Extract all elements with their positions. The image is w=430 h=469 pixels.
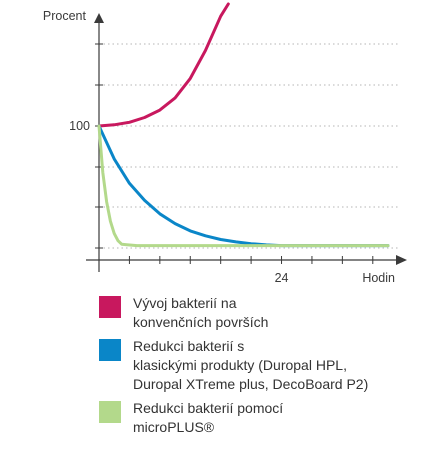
legend-label-line: konvenčních površích <box>133 314 269 330</box>
legend-swatch <box>99 296 121 318</box>
series-line-microplus <box>97 124 390 248</box>
legend-item-classic: Redukci bakterií s klasickými produkty (… <box>99 337 427 394</box>
x-tick-label: 24 <box>275 271 289 285</box>
legend-label-line: microPLUS® <box>133 419 215 435</box>
legend-label-line: Duropal XTreme plus, DecoBoard P2) <box>133 376 369 392</box>
legend-label-line: klasickými produkty (Duropal HPL, <box>133 357 347 373</box>
x-axis-label: Hodin <box>362 271 395 285</box>
chart: Procent 100 24 Hodin <box>43 2 407 285</box>
legend-item-conventional: Vývoj bakterií na konvenčních površích <box>99 294 427 332</box>
legend-label-line: Vývoj bakterií na <box>133 295 237 311</box>
legend: Vývoj bakterií na konvenčních površích R… <box>99 294 427 442</box>
legend-label-line: Redukci bakterií pomocí <box>133 400 284 416</box>
x-axis-arrow <box>396 255 407 265</box>
legend-swatch <box>99 339 121 361</box>
legend-label-line: Redukci bakterií s <box>133 338 245 354</box>
y-axis-label: Procent <box>43 9 87 23</box>
series-line-classic <box>97 124 390 248</box>
legend-swatch <box>99 401 121 423</box>
series-line-conventional <box>97 2 230 128</box>
y-axis-arrow <box>94 13 104 23</box>
legend-item-microplus: Redukci bakterií pomocí microPLUS® <box>99 399 427 437</box>
y-tick-label: 100 <box>69 119 90 133</box>
